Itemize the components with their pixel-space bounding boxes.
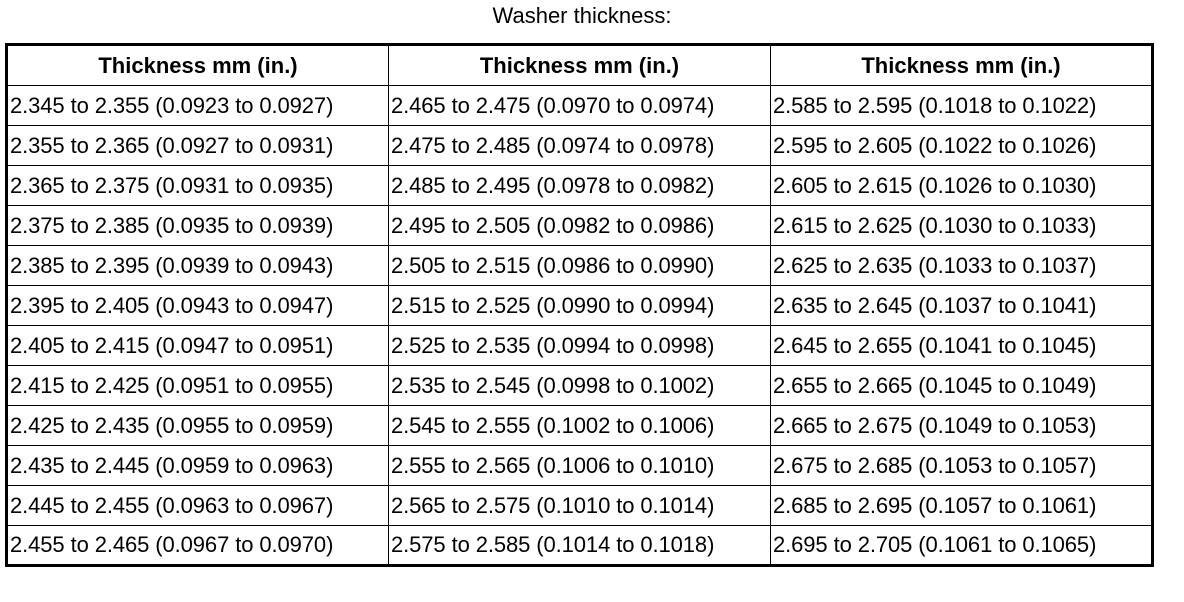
table-header-row: Thickness mm (in.) Thickness mm (in.) Th… (6, 44, 1153, 86)
table-cell: 2.655 to 2.665 (0.1045 to 0.1049) (770, 365, 1153, 406)
table-row: 2.415 to 2.425 (0.0951 to 0.0955) 2.535 … (6, 365, 1153, 406)
table-cell: 2.435 to 2.445 (0.0959 to 0.0963) (6, 445, 389, 486)
table-cell: 2.505 to 2.515 (0.0986 to 0.0990) (388, 245, 771, 286)
table-cell: 2.675 to 2.685 (0.1053 to 0.1057) (770, 445, 1153, 486)
table-cell: 2.615 to 2.625 (0.1030 to 0.1033) (770, 205, 1153, 246)
table-row: 2.445 to 2.455 (0.0963 to 0.0967) 2.565 … (6, 485, 1153, 526)
table-cell: 2.545 to 2.555 (0.1002 to 0.1006) (388, 405, 771, 446)
page-title: Washer thickness: (492, 3, 672, 28)
table-cell: 2.635 to 2.645 (0.1037 to 0.1041) (770, 285, 1153, 326)
table-row: 2.365 to 2.375 (0.0931 to 0.0935) 2.485 … (6, 165, 1153, 206)
table-row: 2.375 to 2.385 (0.0935 to 0.0939) 2.495 … (6, 205, 1153, 246)
table-cell: 2.645 to 2.655 (0.1041 to 0.1045) (770, 325, 1153, 366)
table-cell: 2.625 to 2.635 (0.1033 to 0.1037) (770, 245, 1153, 286)
table-cell: 2.385 to 2.395 (0.0939 to 0.0943) (6, 245, 389, 286)
column-header: Thickness mm (in.) (6, 44, 389, 86)
table-cell: 2.515 to 2.525 (0.0990 to 0.0994) (388, 285, 771, 326)
table-cell: 2.495 to 2.505 (0.0982 to 0.0986) (388, 205, 771, 246)
table-cell: 2.465 to 2.475 (0.0970 to 0.0974) (388, 85, 771, 126)
table-cell: 2.485 to 2.495 (0.0978 to 0.0982) (388, 165, 771, 206)
column-header: Thickness mm (in.) (388, 44, 771, 86)
table-cell: 2.365 to 2.375 (0.0931 to 0.0935) (6, 165, 389, 206)
table-cell: 2.415 to 2.425 (0.0951 to 0.0955) (6, 365, 389, 406)
washer-thickness-table: Thickness mm (in.) Thickness mm (in.) Th… (5, 43, 1154, 567)
table-cell: 2.595 to 2.605 (0.1022 to 0.1026) (770, 125, 1153, 166)
table-cell: 2.455 to 2.465 (0.0967 to 0.0970) (6, 525, 389, 566)
table-row: 2.385 to 2.395 (0.0939 to 0.0943) 2.505 … (6, 245, 1153, 286)
table-row: 2.455 to 2.465 (0.0967 to 0.0970) 2.575 … (6, 525, 1153, 566)
table-row: 2.425 to 2.435 (0.0955 to 0.0959) 2.545 … (6, 405, 1153, 446)
table-cell: 2.565 to 2.575 (0.1010 to 0.1014) (388, 485, 771, 526)
table-cell: 2.555 to 2.565 (0.1006 to 0.1010) (388, 445, 771, 486)
table-cell: 2.575 to 2.585 (0.1014 to 0.1018) (388, 525, 771, 566)
table-cell: 2.405 to 2.415 (0.0947 to 0.0951) (6, 325, 389, 366)
table-cell: 2.375 to 2.385 (0.0935 to 0.0939) (6, 205, 389, 246)
table-cell: 2.475 to 2.485 (0.0974 to 0.0978) (388, 125, 771, 166)
table-cell: 2.445 to 2.455 (0.0963 to 0.0967) (6, 485, 389, 526)
table-cell: 2.525 to 2.535 (0.0994 to 0.0998) (388, 325, 771, 366)
table-cell: 2.345 to 2.355 (0.0923 to 0.0927) (6, 85, 389, 126)
table-cell: 2.585 to 2.595 (0.1018 to 0.1022) (770, 85, 1153, 126)
table-cell: 2.425 to 2.435 (0.0955 to 0.0959) (6, 405, 389, 446)
table-cell: 2.395 to 2.405 (0.0943 to 0.0947) (6, 285, 389, 326)
table-cell: 2.605 to 2.615 (0.1026 to 0.1030) (770, 165, 1153, 206)
table-cell: 2.685 to 2.695 (0.1057 to 0.1061) (770, 485, 1153, 526)
table-row: 2.355 to 2.365 (0.0927 to 0.0931) 2.475 … (6, 125, 1153, 166)
column-header: Thickness mm (in.) (770, 44, 1153, 86)
table-row: 2.435 to 2.445 (0.0959 to 0.0963) 2.555 … (6, 445, 1153, 486)
table-cell: 2.695 to 2.705 (0.1061 to 0.1065) (770, 525, 1153, 566)
table-cell: 2.535 to 2.545 (0.0998 to 0.1002) (388, 365, 771, 406)
table-row: 2.405 to 2.415 (0.0947 to 0.0951) 2.525 … (6, 325, 1153, 366)
table-cell: 2.355 to 2.365 (0.0927 to 0.0931) (6, 125, 389, 166)
table-row: 2.345 to 2.355 (0.0923 to 0.0927) 2.465 … (6, 85, 1153, 126)
table-cell: 2.665 to 2.675 (0.1049 to 0.1053) (770, 405, 1153, 446)
table-row: 2.395 to 2.405 (0.0943 to 0.0947) 2.515 … (6, 285, 1153, 326)
